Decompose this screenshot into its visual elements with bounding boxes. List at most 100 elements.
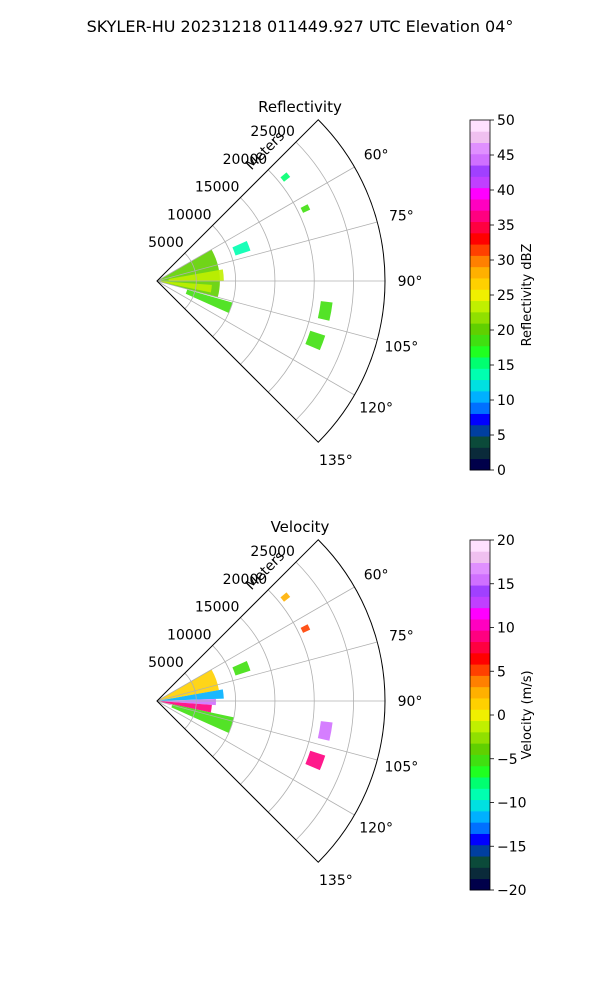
- colorbar-segment: [470, 822, 490, 834]
- azimuth-tick-label: 105°: [385, 339, 419, 355]
- radial-tick-label: 10000: [167, 627, 212, 643]
- colorbar-tick-label: 5: [497, 664, 506, 680]
- colorbar-segment: [470, 844, 490, 857]
- colorbar-tick-label: 45: [497, 148, 515, 164]
- colorbar-segment: [470, 379, 490, 392]
- colorbar-tick-label: 0: [497, 708, 506, 724]
- colorbar-segment: [470, 300, 490, 313]
- colorbar-segment: [470, 153, 490, 166]
- colorbar-segment: [470, 731, 490, 744]
- azimuth-tick-label: 120°: [359, 401, 393, 417]
- colorbar-segment: [470, 754, 490, 767]
- colorbar-segment: [470, 720, 490, 733]
- colorbar-segment: [470, 596, 490, 609]
- azimuth-tick-label: 135°: [319, 873, 353, 889]
- radial-tick-label: 15000: [195, 180, 240, 196]
- colorbar: −20 −15 −10 −5 0 5 10 15 20 Velocity (m/s): [469, 533, 535, 899]
- colorbar-segment: [470, 187, 490, 200]
- colorbar-tick-label: 50: [497, 113, 515, 129]
- colorbar-tick-label: 35: [497, 218, 515, 234]
- colorbar-segment: [470, 221, 490, 234]
- colorbar-segment: [470, 165, 490, 177]
- colorbar-segment: [470, 607, 490, 620]
- colorbar-tick-label: 20: [497, 533, 515, 549]
- colorbar-tick-label: 15: [497, 577, 515, 593]
- echo-region: [185, 289, 233, 313]
- radial-tick-label: 20000: [223, 152, 268, 168]
- colorbar-segment: [470, 686, 490, 699]
- colorbar-tick-label: 30: [497, 253, 515, 269]
- radial-tick-label: 20000: [223, 572, 268, 588]
- echo-region: [317, 301, 333, 321]
- colorbar-tick-label: 10: [497, 621, 515, 637]
- echo-region: [157, 698, 216, 706]
- colorbar-segment: [470, 619, 490, 631]
- figure-suptitle: SKYLER-HU 20231218 011449.927 UTC Elevat…: [87, 17, 514, 36]
- azimuth-gridline: [156, 280, 355, 396]
- sector-outline: [156, 119, 386, 443]
- echo-layer: [157, 172, 333, 351]
- azimuth-gridline: [156, 641, 378, 702]
- echo-region: [171, 704, 234, 733]
- colorbar-segment: [470, 810, 490, 823]
- colorbar-segment: [470, 788, 490, 801]
- echo-region: [280, 172, 291, 182]
- colorbar-tick-label: 25: [497, 288, 515, 304]
- colorbar-segment: [470, 743, 490, 755]
- azimuth-tick-label: 75°: [389, 209, 414, 225]
- colorbar-segment: [470, 856, 490, 868]
- echo-region: [300, 624, 311, 633]
- colorbar-label: Velocity (m/s): [520, 670, 535, 759]
- echo-region: [160, 281, 212, 293]
- colorbar-segment: [470, 675, 490, 688]
- colorbar-segment: [470, 199, 490, 211]
- colorbar-segment: [470, 664, 490, 676]
- colorbar-tick-label: −15: [497, 839, 527, 855]
- radial-tick-label: 25000: [250, 124, 295, 140]
- colorbar-tick-label: 15: [497, 358, 515, 374]
- azimuth-tick-label: 75°: [389, 629, 414, 645]
- azimuth-gridline: [156, 221, 378, 282]
- colorbar-segment: [470, 436, 490, 448]
- azimuth-tick-label: 135°: [319, 453, 353, 469]
- colorbar-segment: [470, 368, 490, 381]
- echo-region: [305, 330, 326, 351]
- echo-region: [157, 689, 224, 701]
- colorbar-segment: [470, 232, 490, 245]
- colorbar-segment: [470, 278, 490, 290]
- colorbar-segment: [470, 131, 490, 143]
- colorbar-segment: [470, 833, 490, 846]
- colorbar: 0 5 10 15 20 25 30 35 40 45 50 Reflectivity dBZ: [469, 113, 535, 479]
- azimuth-tick-label: 120°: [359, 821, 393, 837]
- azimuth-gridline: [156, 700, 378, 761]
- colorbar-segment: [470, 357, 490, 369]
- echo-region: [280, 592, 291, 602]
- colorbar-segment: [470, 585, 490, 597]
- colorbar-segment: [470, 402, 490, 414]
- colorbar-segment: [470, 176, 490, 189]
- colorbar-segment: [470, 255, 490, 268]
- azimuth-gridline: [156, 700, 355, 816]
- echo-layer: [157, 592, 333, 771]
- sector-outline: [156, 539, 386, 863]
- reflectivity-panel: Reflectivity500010000150002000025000Mete…: [148, 98, 535, 479]
- echo-region: [300, 204, 311, 213]
- colorbar-segment: [470, 210, 490, 223]
- colorbar-segment: [470, 551, 490, 563]
- panel-title: Reflectivity: [258, 98, 342, 116]
- colorbar-tick-label: 0: [497, 463, 506, 479]
- colorbar-segment: [470, 289, 490, 302]
- echo-region: [157, 669, 219, 701]
- radial-tick-label: 10000: [167, 207, 212, 223]
- colorbar-tick-label: 20: [497, 323, 515, 339]
- colorbar-segment: [470, 799, 490, 812]
- colorbar-tick-label: 40: [497, 183, 515, 199]
- colorbar-segment: [470, 323, 490, 335]
- colorbar-segment: [470, 413, 490, 426]
- azimuth-gridline: [156, 280, 378, 341]
- colorbar-tick-label: −10: [497, 796, 527, 812]
- colorbar-segment: [470, 777, 490, 789]
- colorbar-segment: [470, 562, 490, 575]
